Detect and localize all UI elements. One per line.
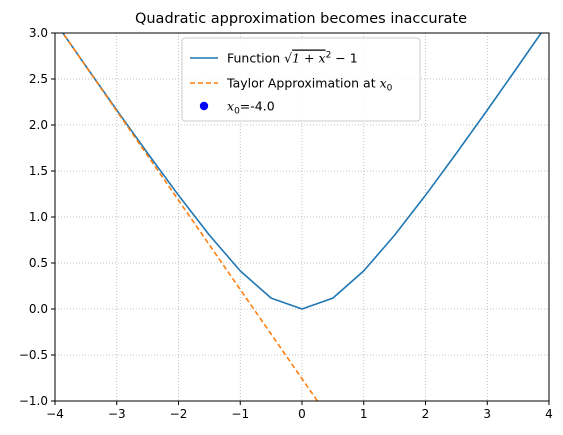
y-tick-label: 1.5 bbox=[29, 164, 48, 178]
legend-box bbox=[181, 37, 421, 122]
legend-marker-x0 bbox=[199, 101, 209, 111]
legend-formula-exp: 2 bbox=[326, 51, 332, 61]
y-tick-label: −0.5 bbox=[19, 348, 48, 362]
series-line-1 bbox=[61, 33, 319, 401]
x-tick-label: 3 bbox=[483, 407, 491, 421]
legend-x0-value: =-4.0 bbox=[240, 99, 275, 114]
legend-label-function: Function √1 + x2 − 1 bbox=[227, 51, 358, 66]
legend-taylor-sub: 0 bbox=[387, 84, 393, 94]
legend-formula-tail: − 1 bbox=[331, 51, 357, 66]
y-tick-label: 0.0 bbox=[29, 302, 48, 316]
chart-title: Quadratic approximation becomes inaccura… bbox=[135, 11, 467, 27]
legend-formula-body: 1 + x bbox=[292, 51, 325, 66]
x-tick-label: −4 bbox=[46, 407, 64, 421]
x-tick-label: 0 bbox=[298, 407, 306, 421]
legend-label-taylor: Taylor Approximation at x0 bbox=[226, 76, 393, 94]
series-layer bbox=[61, 33, 543, 401]
axis-ticks: −4 −3 −2 −1 0 1 2 3 4 −1.0 −0.5 0.0 0.5 1.0 1.5 2.0 2.5 3… bbox=[19, 26, 553, 421]
series-line-0 bbox=[61, 33, 543, 310]
y-tick-label: 1.0 bbox=[29, 210, 48, 224]
legend-label-x0: x0=-4.0 bbox=[227, 99, 275, 117]
y-tick-label: 0.5 bbox=[29, 256, 48, 270]
legend: Function √1 + x2 − 1 Taylor Approximatio… bbox=[181, 37, 421, 122]
y-tick-label: 2.0 bbox=[29, 118, 48, 132]
legend-label-function-prefix: Function bbox=[227, 51, 284, 66]
legend-x0-sub: 0 bbox=[234, 107, 240, 117]
legend-x0-var: x bbox=[227, 99, 234, 114]
legend-taylor-x: x bbox=[380, 76, 387, 91]
x-tick-label: −3 bbox=[108, 407, 126, 421]
x-tick-label: 1 bbox=[360, 407, 368, 421]
legend-label-taylor-prefix: Taylor Approximation at bbox=[226, 76, 380, 91]
y-tick-label: −1.0 bbox=[19, 394, 48, 408]
y-tick-label: 3.0 bbox=[29, 26, 48, 40]
x-tick-label: −1 bbox=[231, 407, 249, 421]
x-tick-label: 4 bbox=[545, 407, 553, 421]
legend-formula-sqrt: √ bbox=[284, 51, 292, 66]
x-tick-label: 2 bbox=[422, 407, 430, 421]
y-tick-label: 2.5 bbox=[29, 72, 48, 86]
x-tick-label: −2 bbox=[170, 407, 188, 421]
